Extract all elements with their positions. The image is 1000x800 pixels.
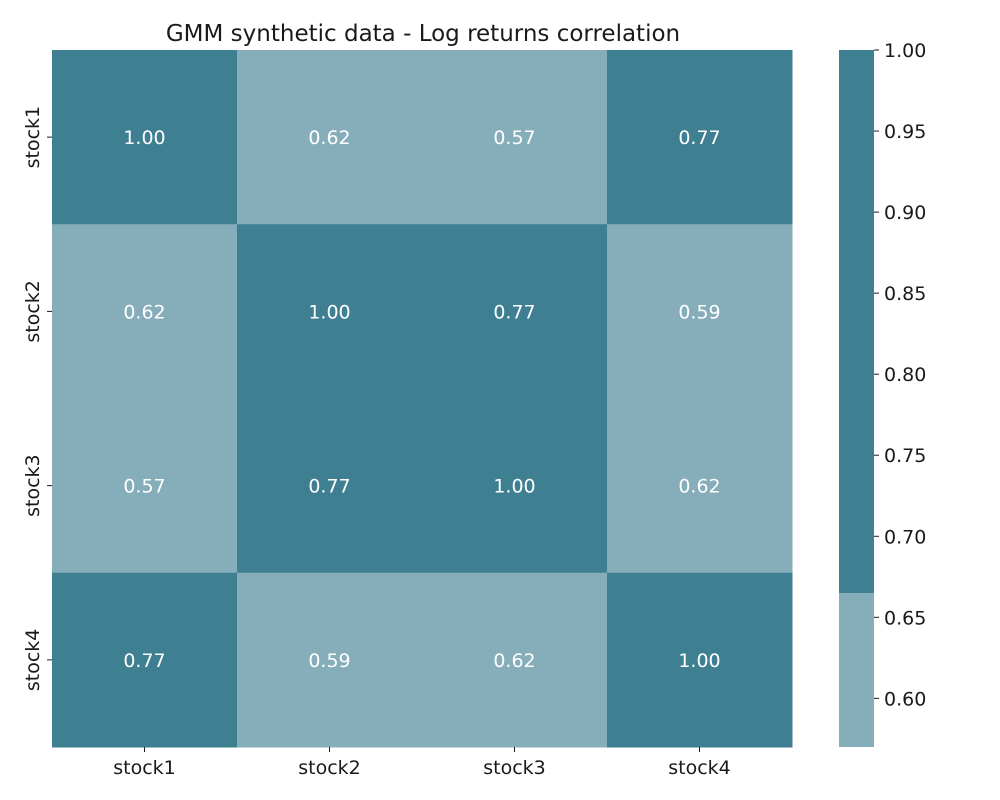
cell-value-label: 0.59 — [308, 650, 350, 672]
cell-value-label: 1.00 — [493, 476, 535, 498]
heatmap-cell-stock1-stock4 — [607, 50, 793, 225]
colorbar-tick-label: 0.85 — [884, 283, 926, 305]
colorbar-tick-label: 0.70 — [884, 526, 926, 548]
cell-value-label: 0.59 — [678, 301, 720, 323]
colorbar: 1.00 0.95 0.90 0.85 0.80 0.75 0.70 0.65 0.60 — [839, 40, 926, 747]
heatmap-cell-stock1-stock1 — [52, 50, 238, 225]
cell-value-label: 0.77 — [493, 301, 535, 323]
heatmap-cell-stock4-stock3 — [422, 572, 608, 748]
heatmap-cell-stock3-stock4 — [607, 398, 793, 574]
cell-value-label: 0.77 — [678, 127, 720, 149]
heatmap-cell-stock2-stock3 — [422, 224, 608, 399]
colorbar-tick-label: 0.75 — [884, 445, 926, 467]
cell-value-label: 0.62 — [678, 476, 720, 498]
cell-value-label: 0.77 — [123, 650, 165, 672]
x-axis: stock1 stock2 stock3 stock4 — [113, 747, 731, 779]
cell-value-label: 0.62 — [308, 127, 350, 149]
heatmap-cell-stock4-stock2 — [237, 572, 423, 748]
colorbar-tick-label: 0.80 — [884, 364, 926, 386]
heatmap-cell-stock3-stock3 — [422, 398, 608, 574]
x-tick-label: stock3 — [483, 757, 546, 779]
heatmap-cell-stock2-stock1 — [52, 224, 238, 399]
cell-value-label: 1.00 — [123, 127, 165, 149]
heatmap-cell-stock1-stock2 — [237, 50, 423, 225]
x-tick-label: stock4 — [668, 757, 731, 779]
heatmap-cells: 1.00 0.62 0.57 0.77 0.62 1.00 0.77 0.59 0.57 0.77… — [52, 50, 793, 748]
heatmap-cell-stock2-stock2 — [237, 224, 423, 399]
colorbar-tick-label: 0.95 — [884, 121, 926, 143]
x-tick-label: stock2 — [298, 757, 361, 779]
colorbar-tick-label: 0.65 — [884, 607, 926, 629]
heatmap-cell-stock2-stock4 — [607, 224, 793, 399]
heatmap-cell-stock4-stock4 — [607, 572, 793, 748]
chart-title: GMM synthetic data - Log returns correla… — [166, 21, 680, 47]
heatmap-cell-stock3-stock1 — [52, 398, 238, 574]
cell-value-label: 0.62 — [493, 650, 535, 672]
cell-value-label: 0.57 — [493, 127, 535, 149]
cell-value-label: 0.77 — [308, 476, 350, 498]
heatmap-cell-stock3-stock2 — [237, 398, 423, 574]
y-axis: stock1 stock2 stock3 stock4 — [22, 106, 52, 691]
cell-value-label: 0.57 — [123, 476, 165, 498]
y-tick-label: stock1 — [22, 106, 44, 169]
cell-value-label: 1.00 — [678, 650, 720, 672]
cell-value-label: 1.00 — [308, 301, 350, 323]
cell-value-label: 0.62 — [123, 301, 165, 323]
colorbar-tick-label: 0.60 — [884, 688, 926, 710]
colorbar-tick-label: 1.00 — [884, 40, 926, 62]
x-tick-label: stock1 — [113, 757, 176, 779]
y-tick-label: stock2 — [22, 280, 44, 343]
colorbar-tick-label: 0.90 — [884, 202, 926, 224]
colorbar-low-segment — [839, 593, 874, 747]
heatmap-cell-stock1-stock3 — [422, 50, 608, 225]
y-tick-label: stock4 — [22, 629, 44, 692]
colorbar-high-segment — [839, 50, 874, 594]
y-tick-label: stock3 — [22, 454, 44, 517]
heatmap-cell-stock4-stock1 — [52, 572, 238, 748]
